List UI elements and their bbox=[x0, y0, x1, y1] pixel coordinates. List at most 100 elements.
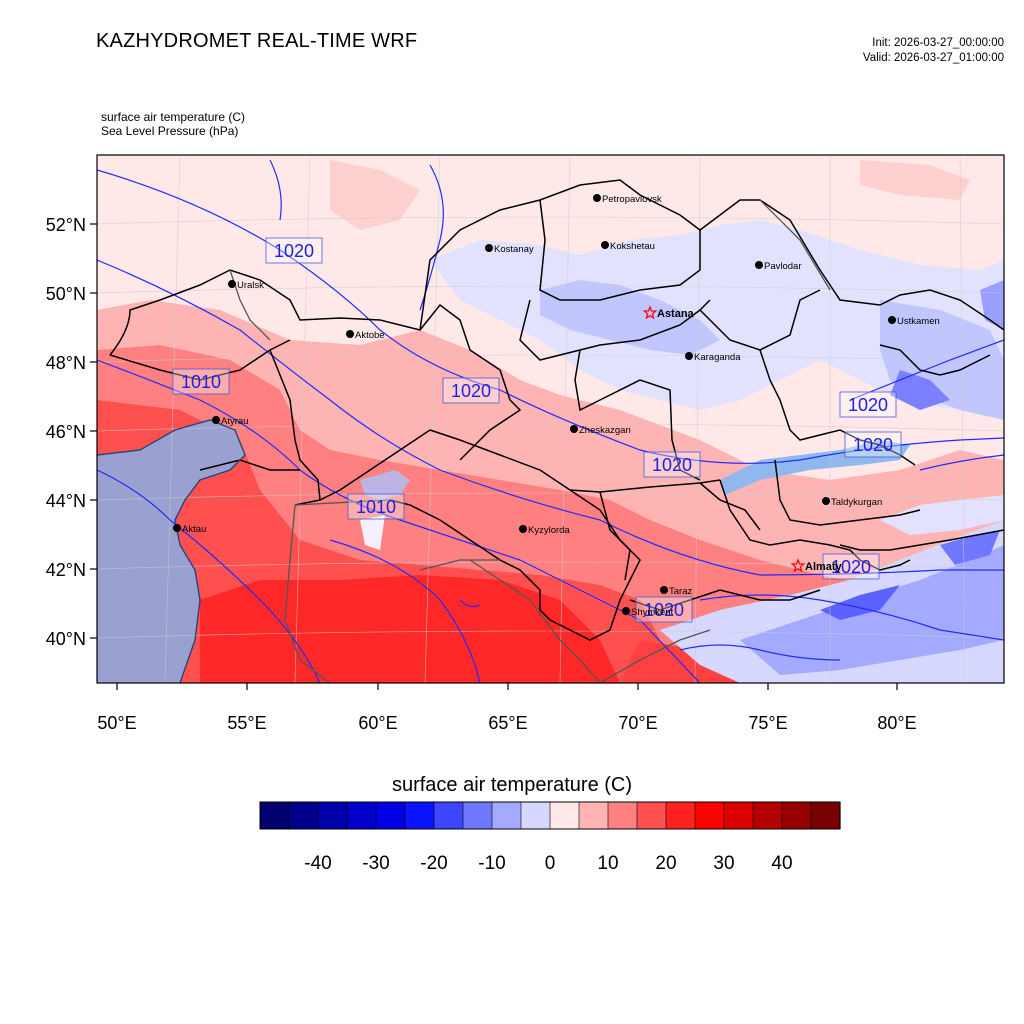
colorbar-swatch bbox=[723, 801, 754, 830]
city-name: Aktobe bbox=[355, 330, 385, 341]
map-title: KAZHYDROMET REAL-TIME WRF bbox=[96, 30, 418, 52]
variable-labels: surface air temperature (C) Sea Level Pr… bbox=[101, 110, 245, 138]
city-astana: Astana bbox=[642, 305, 695, 320]
city-name: Karaganda bbox=[694, 352, 741, 363]
lon-tick-label: 60°E bbox=[358, 713, 397, 733]
lat-tick-label: 50°N bbox=[46, 284, 86, 304]
city-name: Zheskazgan bbox=[579, 425, 631, 436]
lat-tick-label: 48°N bbox=[46, 353, 86, 373]
city-kokshetau: Kokshetau bbox=[601, 241, 655, 252]
city-dot-icon bbox=[755, 261, 763, 269]
isobar-label: 1020 bbox=[635, 596, 693, 623]
city-ustkamen: Ustkamen bbox=[888, 316, 940, 327]
colorbar-tick-label: 10 bbox=[597, 853, 618, 874]
colorbar-tick-label: -20 bbox=[420, 853, 447, 874]
city-dot-icon bbox=[622, 607, 630, 615]
colorbar-swatch bbox=[665, 801, 696, 830]
colorbar-swatch bbox=[375, 801, 406, 830]
colorbar-swatch bbox=[578, 801, 609, 830]
isobar-label: 1020 bbox=[442, 377, 500, 404]
city-dot-icon bbox=[601, 241, 609, 249]
isobar-label: 1020 bbox=[643, 451, 701, 478]
city-name: Kyzylorda bbox=[528, 525, 570, 536]
lat-tick-label: 46°N bbox=[46, 422, 86, 442]
colorbar-swatch bbox=[781, 801, 812, 830]
lon-tick-label: 50°E bbox=[97, 713, 136, 733]
lon-tick-label: 65°E bbox=[488, 713, 527, 733]
colorbar-swatch bbox=[752, 801, 783, 830]
city-uralsk: Uralsk bbox=[228, 280, 264, 291]
city-aktobe: Aktobe bbox=[346, 330, 385, 341]
lon-tick-label: 75°E bbox=[748, 713, 787, 733]
capital-star-icon bbox=[642, 305, 658, 320]
colorbar-swatch bbox=[607, 801, 638, 830]
city-dot-icon bbox=[685, 352, 693, 360]
colorbar-tick-label: 0 bbox=[545, 853, 556, 874]
city-karaganda: Karaganda bbox=[685, 352, 741, 363]
isobar-label: 1010 bbox=[172, 368, 230, 395]
city-dot-icon bbox=[519, 525, 527, 533]
lon-tick-label: 80°E bbox=[877, 713, 916, 733]
colorbar-tick-label: -30 bbox=[362, 853, 389, 874]
svg-text:1020: 1020 bbox=[853, 435, 893, 455]
colorbar: -40 -30 -20 -10 0 10 20 30 40 bbox=[259, 801, 841, 874]
isobar-label: 1020 bbox=[844, 431, 902, 458]
lat-tick-label: 42°N bbox=[46, 560, 86, 580]
city-name: Petropavlovsk bbox=[602, 194, 662, 205]
city-layer: Petropavlovsk Kostanay Kokshetau Pavlodar Ur… bbox=[173, 194, 940, 618]
city-name: Uralsk bbox=[237, 280, 264, 291]
variable-temperature: surface air temperature (C) bbox=[101, 110, 246, 124]
latitude-axis: 52°N 50°N 48°N 46°N 44°N 42°N 40°N bbox=[46, 215, 97, 649]
svg-text:1010: 1010 bbox=[356, 497, 396, 517]
temperature-field bbox=[97, 155, 1004, 683]
region-borders bbox=[109, 179, 1004, 641]
colorbar-swatch bbox=[694, 801, 725, 830]
lat-tick-label: 44°N bbox=[46, 491, 86, 511]
variable-pressure: Sea Level Pressure (hPa) bbox=[101, 124, 239, 138]
caspian-coast bbox=[97, 419, 246, 683]
city-dot-icon bbox=[570, 425, 578, 433]
init-time: Init: 2026-03-27_00:00:00 bbox=[872, 37, 1004, 49]
svg-text:1020: 1020 bbox=[652, 455, 692, 475]
city-dot-icon bbox=[228, 280, 236, 288]
run-times: Init: 2026-03-27_00:00:00 Valid: 2026-03… bbox=[863, 36, 1004, 66]
lon-tick-label: 55°E bbox=[227, 713, 266, 733]
lat-tick-label: 52°N bbox=[46, 215, 86, 235]
city-name: Kokshetau bbox=[610, 241, 655, 252]
svg-text:1020: 1020 bbox=[848, 395, 888, 415]
lat-tick-label: 40°N bbox=[46, 629, 86, 649]
city-name: Pavlodar bbox=[764, 261, 802, 272]
city-kyzylorda: Kyzylorda bbox=[519, 525, 570, 536]
svg-text:1020: 1020 bbox=[451, 381, 491, 401]
colorbar-tick-label: 30 bbox=[713, 853, 734, 874]
city-name: Astana bbox=[657, 308, 695, 320]
isobar-label: 1020 bbox=[265, 237, 323, 264]
colorbar-tick-label: -10 bbox=[478, 853, 505, 874]
city-name: Almaty bbox=[805, 561, 843, 573]
valid-time: Valid: 2026-03-27_01:00:00 bbox=[862, 52, 1004, 64]
isobar-label: 1020 bbox=[839, 391, 897, 418]
city-aktau: Aktau bbox=[173, 524, 206, 535]
colorbar-swatch bbox=[404, 801, 435, 830]
colorbar-swatch bbox=[810, 801, 841, 830]
colorbar-tick-label: 20 bbox=[655, 853, 676, 874]
city-taldykurgan: Taldykurgan bbox=[822, 497, 882, 508]
isobar-label: 1010 bbox=[347, 493, 405, 520]
city-atyrau: Atyrau bbox=[212, 416, 248, 427]
svg-text:1020: 1020 bbox=[644, 600, 684, 620]
city-name: Taldykurgan bbox=[831, 497, 882, 508]
city-name: Aktau bbox=[182, 524, 206, 535]
colorbar-frame bbox=[259, 801, 841, 830]
city-pavlodar: Pavlodar bbox=[755, 261, 802, 272]
isobar-label: 1020 bbox=[822, 553, 880, 580]
longitude-axis: 50°E 55°E 60°E 65°E 70°E 75°E 80°E bbox=[97, 683, 917, 733]
colorbar-tick-label: 40 bbox=[771, 853, 792, 874]
city-dot-icon bbox=[593, 194, 601, 202]
colorbar-swatch bbox=[520, 801, 551, 830]
city-dot-icon bbox=[485, 244, 493, 252]
city-name: Taraz bbox=[669, 586, 692, 597]
capital-star-icon bbox=[790, 558, 806, 573]
svg-text:1010: 1010 bbox=[181, 372, 221, 392]
colorbar-swatch bbox=[346, 801, 377, 830]
